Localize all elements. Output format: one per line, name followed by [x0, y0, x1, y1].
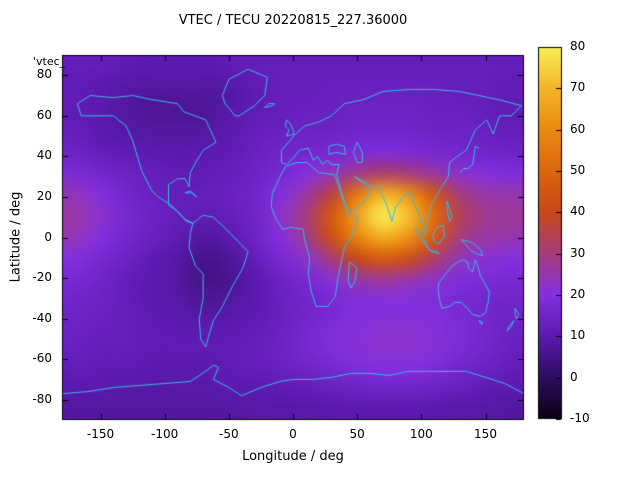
y-tick-label: 0	[44, 229, 52, 244]
x-tick-label: -100	[151, 427, 179, 441]
y-tick-label: 80	[36, 67, 52, 82]
colorbar-tick-label: 20	[570, 287, 586, 301]
y-tick-label: -20	[32, 270, 52, 285]
colorbar-tick-label: 50	[570, 163, 586, 177]
x-axis-label: Longitude / deg	[242, 449, 344, 464]
colorbar-tick-label: 40	[570, 204, 586, 219]
x-tick-label: -50	[219, 427, 239, 441]
x-tick-label: 150	[474, 427, 497, 441]
colorbar-tick-label: 80	[570, 39, 586, 53]
y-tick-label: 60	[36, 107, 52, 122]
chart-title: VTEC / TECU 20220815_227.36000	[178, 13, 408, 28]
colorbar-tick-label: 60	[570, 121, 586, 136]
colorbar-tick-label: 0	[570, 369, 578, 384]
y-tick-label: -40	[32, 310, 52, 325]
series-key-label: 'vtec_	[33, 55, 66, 68]
x-tick-label: 50	[349, 427, 365, 441]
y-tick-label: 40	[36, 148, 52, 163]
x-tick-label: -150	[86, 427, 115, 441]
y-tick-label: 20	[36, 188, 52, 203]
colorbar-tick-label: -10	[570, 411, 590, 425]
y-tick-label: -80	[32, 391, 52, 406]
x-tick-label: 100	[409, 427, 433, 441]
colorbar-tick-label: 10	[570, 328, 586, 343]
y-axis-label: Latitude / deg	[8, 191, 24, 283]
colorbar-tick-label: 30	[570, 245, 586, 260]
x-tick-label: 0	[289, 427, 297, 441]
colorbar-tick-label: 70	[570, 80, 586, 95]
y-tick-label: -60	[32, 351, 52, 366]
